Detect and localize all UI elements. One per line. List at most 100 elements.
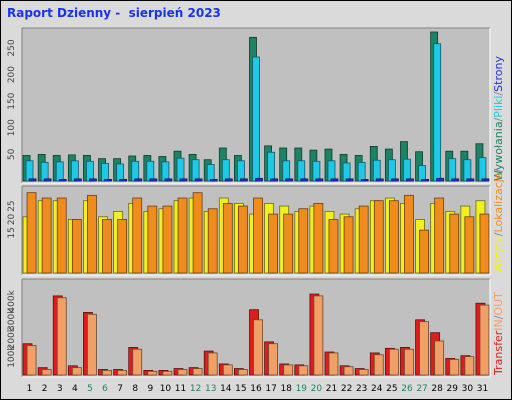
- panel-hits-bar-strony-7: [119, 179, 128, 182]
- x-tick-label-20: 20: [311, 384, 323, 394]
- panel-transfer-bar-out-31: [479, 304, 490, 376]
- panel-transfer-bar-out-11: [177, 369, 188, 376]
- x-tick-label-26: 26: [401, 384, 413, 394]
- panel-hits-bar-strony-4: [73, 178, 82, 182]
- panel-hits-bar-pliki-2: [40, 161, 49, 182]
- panel-hits-ytick-label: 50: [7, 148, 17, 160]
- panel-hits-bar-pliki-27: [418, 165, 426, 182]
- panel-hits-legend-item: /: [492, 92, 505, 96]
- panel-hits-legend-item: Wywołania: [492, 121, 505, 181]
- panel-visits-bar-lokalizacje-27: [419, 229, 429, 274]
- panel-hits-bar-pliki-22: [342, 162, 351, 182]
- panel-transfer-bar-out-30: [464, 356, 475, 376]
- panel-hits-bar-strony-28: [436, 177, 445, 182]
- panel-transfer-bar-out-23: [358, 369, 369, 376]
- panel-hits-bar-pliki-19: [297, 160, 306, 182]
- panel-transfer-legend-item: /: [492, 315, 505, 319]
- panel-transfer-bar-out-24: [373, 354, 384, 376]
- panel-visits-bar-lokalizacje-20: [313, 202, 324, 274]
- panel-transfer-bar-out-19: [298, 365, 309, 376]
- panel-transfer-bar-out-3: [56, 297, 67, 376]
- x-tick-label-10: 10: [160, 384, 172, 394]
- panel-hits-bar-strony-18: [285, 178, 294, 182]
- x-tick-label-2: 2: [42, 384, 48, 394]
- panel-visits-bar-lokalizacje-25: [388, 200, 399, 274]
- panel-transfer-bar-out-5: [87, 313, 97, 376]
- panel-hits-bar-pliki-18: [282, 160, 291, 182]
- panel-hits-bar-pliki-5: [86, 160, 94, 182]
- panel-hits-bar-pliki-7: [116, 163, 125, 182]
- x-tick-label-12: 12: [190, 384, 201, 394]
- panel-transfer-legend-item: IN: [492, 319, 505, 330]
- x-tick-label-27: 27: [416, 384, 427, 394]
- panel-visits-bar-lokalizacje-19: [298, 208, 309, 274]
- panel-visits-bar-lokalizacje-1: [26, 192, 37, 274]
- x-tick-label-7: 7: [117, 384, 123, 394]
- x-tick-label-19: 19: [296, 384, 308, 394]
- panel-hits-bar-strony-22: [345, 178, 354, 182]
- panel-hits-bar-strony-16: [255, 177, 263, 182]
- x-tick-label-14: 14: [220, 384, 232, 394]
- panel-visits-legend-item: /: [492, 168, 505, 172]
- panel-hits-bar-strony-6: [104, 179, 112, 182]
- panel-transfer-bar-out-25: [388, 348, 399, 376]
- panel-hits-bar-pliki-14: [221, 159, 230, 182]
- panel-hits-bar-pliki-21: [327, 160, 336, 182]
- x-tick-label-29: 29: [447, 384, 459, 394]
- panel-hits-bar-pliki-20: [312, 160, 321, 182]
- panel-hits-bar-pliki-17: [267, 151, 275, 182]
- panel-hits-bar-pliki-9: [146, 160, 155, 182]
- x-tick-label-8: 8: [132, 384, 138, 394]
- panel-hits-ytick-label: 200: [7, 66, 17, 83]
- panel-hits-bar-strony-26: [406, 178, 414, 182]
- panel-transfer-bar-out-7: [117, 369, 128, 376]
- panel-transfer-ytick-label: 100k: [7, 345, 17, 368]
- panel-transfer-bar-out-20: [313, 295, 324, 376]
- panel-hits-bar-strony-15: [240, 178, 248, 182]
- panel-transfer-legend-item: OUT: [492, 292, 505, 316]
- panel-hits-bar-strony-25: [390, 178, 399, 182]
- panel-transfer-bar-out-15: [238, 369, 248, 376]
- panel-visits-bar-lokalizacje-29: [449, 213, 460, 274]
- panel-hits-bar-strony-30: [466, 178, 475, 182]
- panel-transfer-ytick-label: 400k: [7, 289, 17, 312]
- panel-visits-legend-item: /: [492, 232, 505, 236]
- x-tick-label-22: 22: [341, 384, 352, 394]
- x-tick-label-24: 24: [371, 384, 383, 394]
- panel-visits-legend: Wizyty/Lokalizacje/: [492, 168, 505, 273]
- panel-visits-ytick-label: 20: [7, 213, 17, 225]
- panel-visits-bar-lokalizacje-16: [253, 197, 263, 274]
- x-tick-label-1: 1: [27, 384, 33, 394]
- panel-visits-bar-lokalizacje-10: [162, 205, 173, 274]
- panel-hits-bar-pliki-24: [372, 159, 381, 182]
- panel-hits-bar-strony-10: [164, 178, 173, 182]
- panel-visits-bar-lokalizacje-31: [479, 213, 490, 274]
- panel-transfer-bar-out-22: [343, 366, 354, 376]
- panel-hits-bar-pliki-29: [448, 158, 457, 182]
- panel-visits-bar-lokalizacje-30: [464, 216, 475, 274]
- panel-hits-legend-item: Pliki: [492, 96, 505, 118]
- panel-visits-bar-lokalizacje-23: [358, 205, 369, 274]
- panel-transfer-bar-out-17: [268, 343, 278, 376]
- panel-transfer-bar-out-29: [449, 358, 460, 376]
- panel-hits-bar-strony-31: [481, 178, 490, 182]
- panel-visits-ytick-label: 15: [7, 227, 17, 238]
- panel-hits-bar-pliki-4: [70, 160, 79, 182]
- x-tick-label-11: 11: [175, 384, 186, 394]
- panel-transfer-ytick-label: 300k: [7, 308, 17, 331]
- panel-hits-bar-strony-9: [149, 178, 158, 182]
- x-tick-label-28: 28: [431, 384, 443, 394]
- panel-hits-bar-pliki-6: [101, 163, 109, 182]
- panel-visits-legend-item: Lokalizacje: [492, 172, 505, 232]
- panel-visits-bar-lokalizacje-2: [41, 197, 52, 274]
- panel-transfer-bar-out-9: [147, 370, 158, 376]
- panel-transfer-bar-out-21: [328, 352, 339, 376]
- panel-hits-bar-pliki-15: [237, 160, 245, 182]
- panel-hits-bar-strony-20: [315, 178, 324, 182]
- panel-hits-bar-pliki-11: [176, 157, 185, 182]
- panel-hits-ytick-label: 250: [7, 39, 17, 56]
- x-tick-label-16: 16: [250, 384, 262, 394]
- panel-visits-legend-item: Wizyty: [492, 236, 505, 273]
- panel-hits-bar-strony-12: [194, 178, 203, 182]
